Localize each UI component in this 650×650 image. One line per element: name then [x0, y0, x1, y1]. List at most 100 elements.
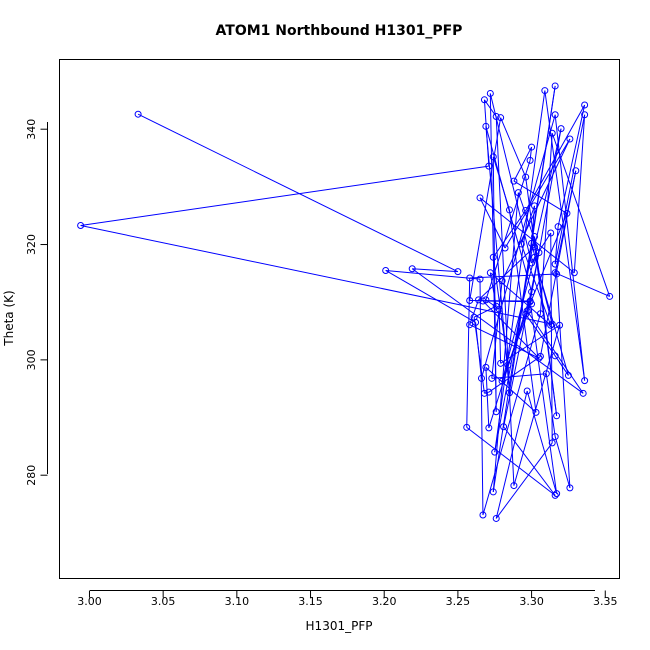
y-tick-label: 320	[25, 234, 38, 255]
series-segment	[550, 232, 553, 443]
data-point	[476, 194, 484, 202]
y-axis-label: Theta (K)	[2, 290, 16, 346]
data-point	[505, 389, 513, 397]
series-segment	[412, 268, 458, 273]
series-segment	[80, 225, 553, 325]
data-point	[466, 296, 474, 304]
series-segment	[554, 114, 586, 265]
data-point	[581, 377, 589, 385]
series-lines	[80, 85, 611, 519]
x-tick-label: 3.10	[225, 595, 250, 608]
series-segment	[492, 210, 527, 258]
data-point	[541, 87, 549, 95]
data-point	[479, 297, 487, 305]
data-point	[551, 260, 559, 268]
data-point	[475, 296, 483, 304]
data-point	[548, 320, 556, 328]
data-point	[551, 433, 559, 441]
y-axis-ticks: 280 300 320 340	[25, 119, 48, 486]
data-point	[557, 125, 565, 133]
data-point	[581, 111, 589, 119]
data-point	[535, 354, 543, 362]
data-point	[77, 222, 85, 230]
data-point	[134, 110, 142, 118]
data-point	[472, 318, 480, 326]
data-point	[547, 229, 555, 237]
data-point	[528, 143, 536, 151]
x-tick-label: 3.15	[298, 595, 323, 608]
data-point	[522, 207, 530, 215]
data-point	[554, 223, 562, 231]
data-point	[505, 206, 513, 214]
data-point	[570, 269, 578, 277]
data-point	[547, 321, 555, 329]
data-point	[528, 288, 536, 296]
data-point	[572, 167, 580, 175]
series-segment	[469, 273, 557, 279]
data-point	[553, 490, 561, 498]
series-segment	[529, 147, 533, 161]
data-point	[514, 189, 522, 197]
series-segment	[137, 113, 459, 273]
series-segment	[554, 436, 571, 489]
series-segment	[573, 114, 586, 273]
series-segment	[491, 280, 503, 379]
series-segment	[528, 128, 562, 311]
series-segment	[501, 138, 571, 282]
series-segment	[495, 442, 553, 519]
data-point	[606, 292, 614, 300]
data-point	[479, 511, 487, 519]
data-point	[526, 156, 534, 164]
series-segment	[520, 243, 552, 326]
data-point	[466, 274, 474, 282]
series-segment	[554, 355, 569, 376]
series-segment	[411, 268, 584, 394]
series-segment	[526, 213, 568, 312]
y-tick-label: 280	[25, 465, 38, 486]
series-segment	[475, 322, 482, 379]
series-segment	[501, 257, 536, 382]
data-point	[542, 370, 550, 378]
series-segment	[545, 373, 556, 437]
series-segment	[495, 390, 528, 519]
data-point	[536, 310, 544, 318]
series-segment	[479, 197, 506, 249]
data-point	[485, 162, 493, 170]
data-point	[564, 371, 572, 379]
x-tick-label: 3.30	[519, 595, 544, 608]
series-segment	[529, 300, 558, 494]
series-segment	[554, 272, 610, 297]
x-tick-label: 3.05	[151, 595, 176, 608]
data-point	[491, 448, 499, 456]
x-axis-ticks: 3.00 3.05 3.10 3.15 3.20 3.25 3.30 3.35	[77, 590, 618, 608]
data-point	[551, 352, 559, 360]
series-segment	[520, 205, 535, 245]
data-point	[454, 268, 462, 276]
series-segment	[479, 279, 484, 515]
data-point	[548, 129, 556, 137]
data-point	[551, 82, 559, 90]
series-segment	[492, 257, 509, 366]
data-point	[553, 412, 561, 420]
data-point	[476, 275, 484, 283]
data-point	[492, 408, 500, 416]
series-segment	[473, 305, 497, 318]
data-point	[477, 374, 485, 382]
x-tick-label: 3.20	[372, 595, 397, 608]
data-point	[579, 389, 587, 397]
data-point	[485, 424, 493, 432]
x-axis-label: H1301_PFP	[306, 619, 373, 633]
series-segment	[526, 310, 584, 394]
data-point	[501, 244, 509, 252]
data-point	[566, 484, 574, 492]
data-point	[532, 408, 540, 416]
series-segment	[551, 133, 611, 297]
data-point	[497, 359, 505, 367]
data-point	[551, 111, 559, 119]
series-segment	[478, 246, 535, 301]
data-point	[486, 89, 494, 97]
x-tick-label: 3.35	[593, 595, 618, 608]
data-point	[523, 387, 531, 395]
data-point	[463, 423, 471, 431]
